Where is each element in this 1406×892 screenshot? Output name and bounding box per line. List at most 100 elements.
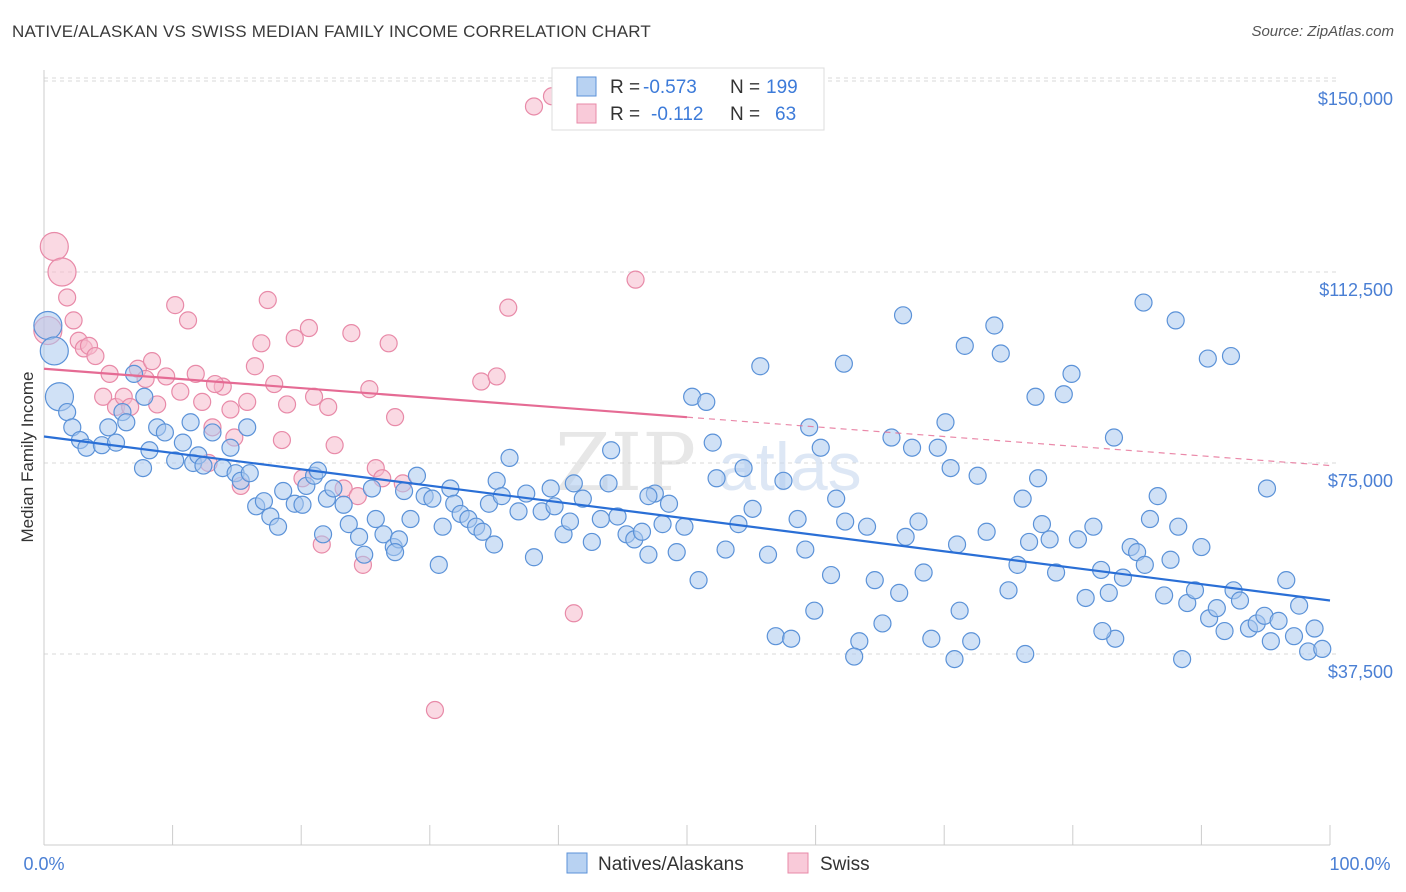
natives-point xyxy=(1198,349,1217,368)
swiss-point xyxy=(272,430,292,450)
natives-point xyxy=(349,527,369,546)
bottom-legend: Natives/Alaskans Swiss xyxy=(566,852,870,875)
swiss-point xyxy=(524,97,544,116)
natives-point xyxy=(1155,586,1174,605)
natives-point xyxy=(697,392,716,411)
natives-point xyxy=(811,438,830,457)
natives-point xyxy=(909,512,928,531)
natives-point xyxy=(1016,644,1035,664)
natives-point xyxy=(1093,621,1112,641)
natives-point xyxy=(324,479,343,498)
swiss-point xyxy=(221,400,240,419)
natives-point xyxy=(99,418,118,437)
natives-point xyxy=(962,632,981,651)
natives-point xyxy=(362,479,382,498)
natives-point xyxy=(991,344,1010,363)
natives-point xyxy=(788,509,807,529)
natives-point xyxy=(485,535,504,554)
natives-point xyxy=(950,601,969,620)
swiss-point xyxy=(142,352,162,371)
natives-points xyxy=(33,293,1332,669)
natives-point xyxy=(890,583,909,602)
natives-point xyxy=(985,316,1004,335)
natives-point xyxy=(968,466,987,485)
legend-r-label-2: R = xyxy=(610,104,640,125)
natives-point xyxy=(240,464,259,483)
legend-r-value-1: -0.573 xyxy=(643,77,697,98)
natives-point xyxy=(1054,385,1073,404)
natives-point xyxy=(1313,639,1332,659)
x-tick-label-min: 0.0% xyxy=(23,854,64,874)
natives-point xyxy=(274,481,293,501)
natives-point xyxy=(1284,627,1304,646)
legend-n-label-2: N = xyxy=(730,104,760,125)
natives-point xyxy=(1013,489,1032,508)
natives-point xyxy=(509,502,528,521)
y-tick-label: $112,500 xyxy=(1319,280,1393,300)
natives-point xyxy=(845,647,864,666)
natives-point xyxy=(659,494,679,513)
natives-point xyxy=(33,310,63,341)
natives-point xyxy=(155,423,174,442)
natives-point xyxy=(1277,571,1296,590)
swiss-point xyxy=(304,387,324,406)
natives-point xyxy=(857,517,877,536)
swiss-point xyxy=(39,231,69,262)
natives-point xyxy=(758,545,778,564)
natives-point xyxy=(473,522,492,541)
natives-point xyxy=(639,487,658,506)
natives-point xyxy=(1230,591,1250,610)
natives-point xyxy=(945,649,964,669)
natives-point xyxy=(1261,632,1280,651)
natives-point xyxy=(707,469,726,488)
legend-swatch-natives xyxy=(576,76,597,97)
natives-point xyxy=(124,364,144,383)
natives-point xyxy=(268,517,288,536)
bottom-legend-label-natives: Natives/Alaskans xyxy=(598,854,744,875)
natives-point xyxy=(135,387,154,406)
natives-point xyxy=(423,489,442,508)
swiss-points xyxy=(33,87,645,720)
natives-point xyxy=(608,507,627,526)
natives-point xyxy=(1046,563,1066,582)
natives-point xyxy=(639,545,658,564)
natives-point xyxy=(1032,515,1052,534)
natives-point xyxy=(850,632,869,651)
natives-point xyxy=(591,509,610,529)
legend-swatch-swiss xyxy=(576,103,597,124)
swiss-point xyxy=(472,372,491,391)
natives-point xyxy=(238,418,257,437)
swiss-point xyxy=(157,367,176,386)
natives-point xyxy=(743,499,762,518)
natives-point xyxy=(599,474,618,493)
natives-point xyxy=(893,306,913,325)
swiss-point xyxy=(342,324,361,343)
natives-point xyxy=(955,336,974,355)
natives-point xyxy=(1099,583,1118,602)
natives-point xyxy=(1135,555,1154,574)
swiss-point xyxy=(325,436,344,455)
natives-point xyxy=(689,571,708,590)
natives-point xyxy=(928,438,947,457)
natives-point xyxy=(573,489,592,508)
bottom-legend-swatch-natives xyxy=(566,852,588,874)
swiss-point xyxy=(193,392,212,411)
natives-point xyxy=(1166,311,1185,330)
natives-point xyxy=(1290,596,1309,615)
natives-point xyxy=(782,629,801,648)
natives-point xyxy=(827,489,846,508)
natives-point xyxy=(1207,599,1226,618)
y-tick-labels: $37,500 $75,000 $112,500 $150,000 xyxy=(1318,89,1393,682)
swiss-point xyxy=(166,296,185,315)
trend-lines xyxy=(43,367,1331,602)
natives-point xyxy=(133,458,153,478)
legend-n-value-1: 199 xyxy=(766,77,798,98)
natives-point xyxy=(487,471,506,490)
natives-point xyxy=(834,354,853,373)
natives-point xyxy=(194,456,213,475)
swiss-point xyxy=(348,487,367,506)
swiss-point xyxy=(258,290,277,310)
natives-trend-line xyxy=(43,435,1331,602)
natives-point xyxy=(117,413,136,432)
